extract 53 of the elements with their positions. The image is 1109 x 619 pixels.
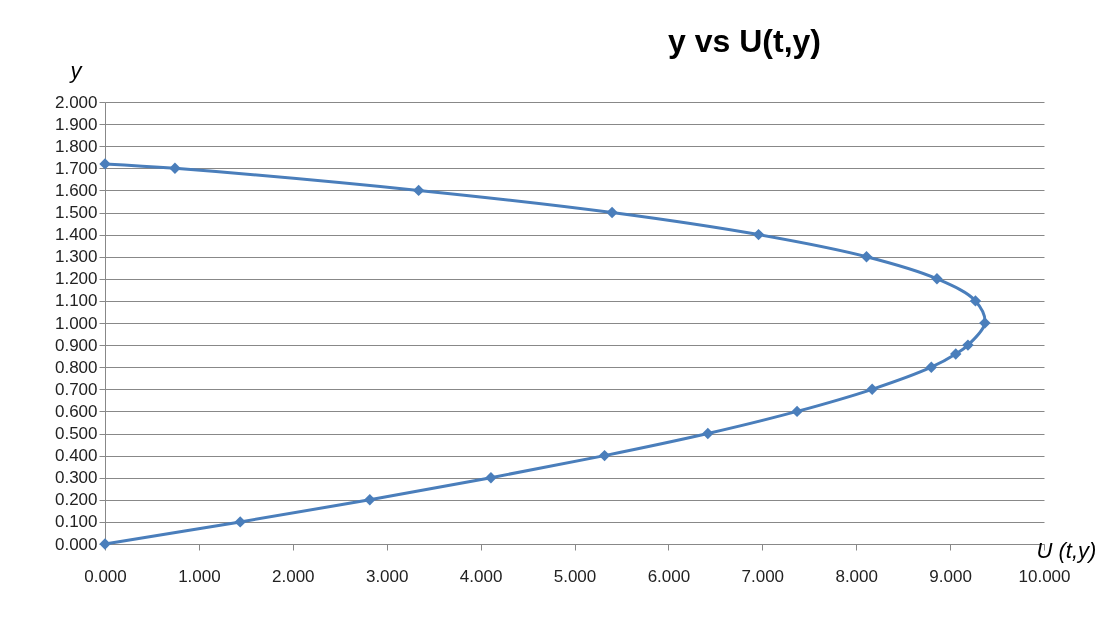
point bbox=[925, 361, 938, 373]
y-tick-label: 0.200 bbox=[54, 490, 98, 510]
point bbox=[364, 494, 376, 506]
y-tick-label: 0.000 bbox=[54, 534, 98, 554]
y-tick-label: 1.300 bbox=[54, 247, 98, 267]
y-tick-label: 0.100 bbox=[54, 512, 98, 532]
x-tick-label: 1.000 bbox=[178, 566, 221, 586]
chart-title: y vs U(t,y) bbox=[668, 23, 821, 59]
y-tick-label: 0.800 bbox=[54, 357, 98, 377]
y-tick-label: 0.500 bbox=[54, 424, 98, 443]
point bbox=[969, 295, 982, 307]
point bbox=[598, 449, 611, 462]
y-tick-label: 1.000 bbox=[54, 313, 98, 333]
y-axis-title: y bbox=[68, 57, 84, 83]
point bbox=[962, 339, 974, 351]
x-tick-label: 8.000 bbox=[835, 566, 878, 586]
point bbox=[702, 427, 714, 440]
point bbox=[866, 383, 878, 395]
point bbox=[169, 162, 181, 174]
point bbox=[791, 405, 803, 418]
x-tick-label: 5.000 bbox=[553, 566, 597, 586]
y-tick-label: 0.900 bbox=[54, 335, 98, 355]
point bbox=[860, 251, 873, 263]
y-tick-label: 0.400 bbox=[54, 446, 98, 466]
y-tick-label: 1.200 bbox=[54, 269, 98, 289]
point bbox=[606, 206, 618, 219]
x-tick-label: 9.000 bbox=[929, 566, 972, 586]
y-tick-label: 1.600 bbox=[54, 180, 98, 200]
y-tick-label: 1.800 bbox=[54, 136, 98, 156]
x-tick-label: 2.000 bbox=[272, 566, 315, 586]
x-tick-label: 7.000 bbox=[741, 566, 785, 586]
point bbox=[979, 317, 991, 329]
x-tick-label: 0.000 bbox=[84, 566, 127, 586]
x-tick-label: 6.000 bbox=[647, 566, 691, 586]
y-tick-label: 1.400 bbox=[54, 225, 98, 245]
x-axis-title: U (t,y) bbox=[1036, 537, 1097, 563]
point bbox=[950, 348, 962, 360]
y-tick-label: 0.700 bbox=[54, 379, 98, 399]
x-tick-label: 4.000 bbox=[459, 566, 503, 586]
x-tick-label: 3.000 bbox=[365, 566, 409, 586]
y-tick-label: 0.600 bbox=[54, 401, 98, 421]
point bbox=[485, 472, 497, 484]
point bbox=[234, 516, 246, 528]
y-tick-label: 0.300 bbox=[54, 468, 98, 488]
y-tick-label: 2.000 bbox=[54, 92, 98, 112]
y-tick-label: 1.700 bbox=[54, 158, 98, 178]
x-tick-label: 10.000 bbox=[1018, 566, 1071, 586]
y-tick-label: 1.100 bbox=[54, 291, 98, 311]
y-tick-label: 1.500 bbox=[54, 203, 98, 222]
y-tick-label: 1.900 bbox=[54, 114, 98, 134]
point bbox=[931, 273, 943, 285]
point bbox=[412, 184, 425, 197]
point bbox=[752, 228, 765, 241]
